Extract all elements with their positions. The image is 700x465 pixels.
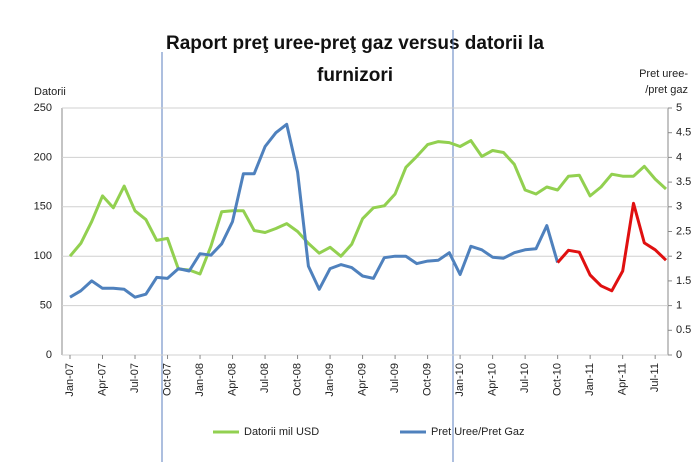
y2-tick-label: 2.5 <box>676 225 691 237</box>
y-tick-label: 150 <box>34 201 52 213</box>
y2-tick-label: 1 <box>676 300 682 312</box>
y2-tick-label: 3.5 <box>676 176 691 188</box>
chart-title: Raport preţ uree-preţ gaz versus datorii… <box>166 33 544 54</box>
x-tick-label: Oct-09 <box>422 363 434 396</box>
y2-axis-label: Pret uree- <box>639 68 688 80</box>
x-tick-label: Jul-08 <box>259 363 271 393</box>
legend-label: Datorii mil USD <box>244 426 319 438</box>
y-tick-label: 200 <box>34 151 52 163</box>
y2-tick-label: 0 <box>676 349 682 361</box>
y2-tick-label: 3 <box>676 201 682 213</box>
x-tick-label: Jul-09 <box>389 363 401 393</box>
series-line <box>556 201 668 293</box>
x-tick-label: Apr-09 <box>356 363 368 396</box>
y-tick-label: 50 <box>40 300 52 312</box>
y2-tick-label: 1.5 <box>676 275 691 287</box>
x-tick-label: Jan-08 <box>194 363 206 397</box>
series-line <box>68 139 668 276</box>
x-tick-label: Jan-09 <box>324 363 336 397</box>
y2-tick-label: 5 <box>676 102 682 114</box>
x-tick-label: Jan-11 <box>584 363 596 396</box>
x-tick-label: Apr-08 <box>226 363 238 396</box>
x-tick-label: Jan-07 <box>64 363 76 397</box>
x-tick-label: Oct-10 <box>552 363 564 396</box>
y2-axis-label: /pret gaz <box>645 84 688 96</box>
x-tick-label: Apr-10 <box>487 363 499 396</box>
x-tick-label: Jul-07 <box>129 363 141 393</box>
y2-tick-label: 0.5 <box>676 324 691 336</box>
legend-label: Pret Uree/Pret Gaz <box>431 426 525 438</box>
y2-tick-label: 4 <box>676 151 682 163</box>
x-tick-label: Apr-07 <box>96 363 108 396</box>
y2-tick-label: 4.5 <box>676 127 691 139</box>
y2-tick-label: 2 <box>676 250 682 262</box>
chart-title: furnizori <box>317 65 393 86</box>
y-tick-label: 250 <box>34 102 52 114</box>
x-tick-label: Oct-07 <box>161 363 173 396</box>
x-tick-label: Jan-10 <box>454 363 466 397</box>
series-line <box>69 122 560 299</box>
y-tick-label: 0 <box>46 349 52 361</box>
y-axis-label: Datorii <box>34 86 66 98</box>
y-tick-label: 100 <box>34 250 52 262</box>
x-tick-label: Jul-11 <box>649 363 661 392</box>
x-tick-label: Apr-11 <box>617 363 629 395</box>
x-tick-label: Jul-10 <box>519 363 531 393</box>
x-tick-label: Oct-08 <box>291 363 303 396</box>
